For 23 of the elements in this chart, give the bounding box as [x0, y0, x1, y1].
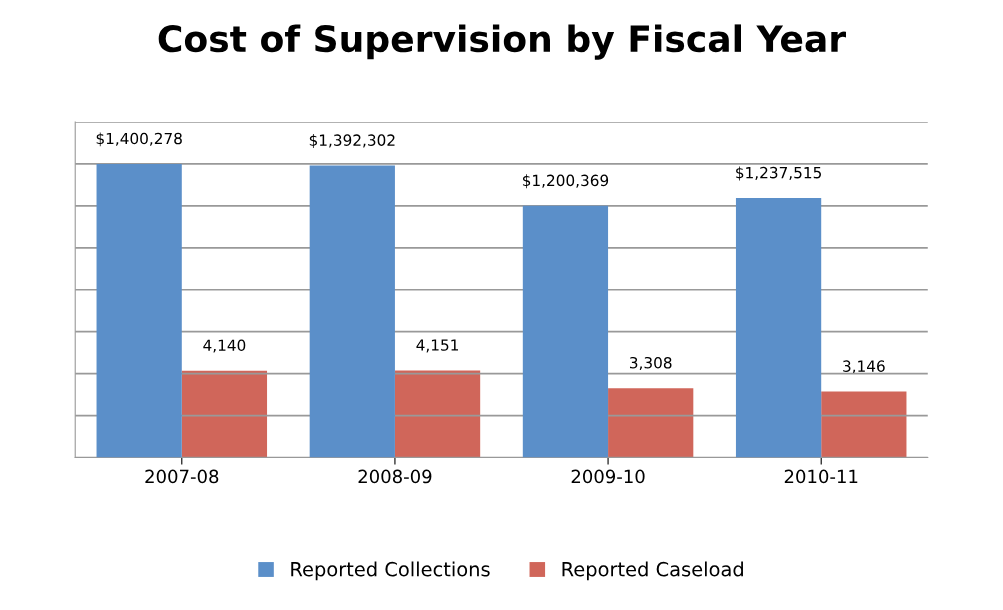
- bar: [394, 370, 481, 458]
- data-label: $1,400,278: [96, 132, 182, 147]
- x-tick-label: 2008-09: [358, 469, 432, 484]
- data-label: 4,151: [416, 339, 459, 353]
- data-label: 3,146: [843, 360, 885, 374]
- bar: [96, 163, 182, 458]
- data-label: 3,308: [629, 356, 672, 371]
- x-tick-label: 2009-10: [571, 469, 645, 484]
- x-tick-label: 2010-11: [784, 469, 858, 484]
- bar: [608, 388, 694, 458]
- data-label: 4,140: [203, 339, 246, 353]
- bar: [309, 165, 395, 458]
- data-label: $1,237,515: [736, 166, 821, 181]
- data-label: $1,392,302: [309, 134, 395, 148]
- bar: [735, 198, 822, 458]
- legend-label: Reported Caseload: [562, 561, 743, 581]
- chart-title: Cost of Supervision by Fiscal Year: [158, 24, 847, 60]
- bar: [522, 205, 609, 458]
- data-label: $1,200,369: [522, 174, 609, 189]
- x-tick-label: 2007-08: [145, 469, 219, 484]
- bar: [181, 370, 268, 458]
- bar: [821, 391, 907, 458]
- legend-label: Reported Collections: [291, 561, 490, 581]
